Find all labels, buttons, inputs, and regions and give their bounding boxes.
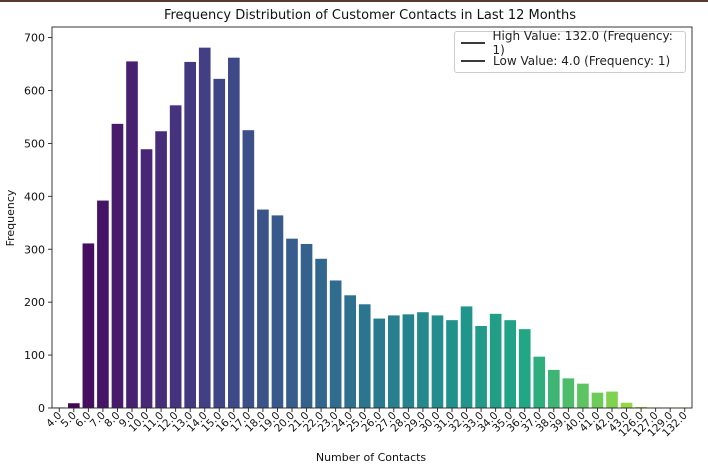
y-tick-label: 600: [24, 85, 45, 98]
bar: [388, 315, 400, 408]
bar: [504, 320, 516, 408]
bar: [431, 315, 444, 408]
bar: [155, 131, 167, 408]
y-tick-label: 500: [24, 137, 45, 150]
plot-frame: [51, 26, 693, 409]
legend-label-low: Low Value: 4.0 (Frequency: 1): [493, 54, 671, 68]
chart-title: Frequency Distribution of Customer Conta…: [164, 8, 576, 23]
bar: [68, 403, 80, 408]
bar: [606, 391, 618, 408]
y-tick-label: 0: [38, 402, 45, 415]
bar: [344, 295, 356, 408]
y-tick-label: 100: [24, 349, 45, 362]
y-tick-label: 300: [24, 243, 45, 256]
bar: [591, 392, 604, 408]
bar: [460, 306, 473, 408]
bar: [373, 318, 386, 408]
bar: [111, 123, 124, 408]
legend: High Value: 132.0 (Frequency: 1) Low Val…: [454, 29, 686, 73]
bar: [548, 369, 560, 408]
bar: [635, 406, 647, 408]
bar: [286, 238, 298, 408]
bar: [315, 258, 327, 408]
bar: [329, 280, 342, 408]
bar: [97, 200, 109, 408]
bar: [358, 304, 371, 408]
x-axis-label: Number of Contacts: [316, 451, 427, 464]
bar: [257, 209, 269, 408]
bar: [620, 402, 633, 408]
bar: [140, 149, 153, 409]
bar: [198, 47, 211, 408]
bar: [489, 313, 502, 408]
bar: [242, 130, 255, 408]
bar: [126, 61, 138, 409]
bar: [446, 320, 458, 408]
bar: [184, 61, 196, 409]
bar: [82, 243, 95, 408]
y-axis-label: Frequency: [4, 189, 17, 246]
bar: [518, 329, 531, 408]
plot-area: 01002003004005006007004.05.06.07.08.09.0…: [24, 26, 693, 439]
legend-item-low: Low Value: 4.0 (Frequency: 1): [461, 53, 670, 69]
bar: [271, 215, 284, 408]
y-tick-label: 200: [24, 296, 45, 309]
legend-line-icon: [461, 60, 485, 62]
y-tick-label: 700: [24, 32, 45, 45]
bar: [562, 378, 575, 408]
bar: [417, 312, 429, 408]
bar: [228, 57, 240, 408]
bar: [169, 105, 182, 408]
y-tick-label: 400: [24, 190, 45, 203]
bar: [533, 356, 546, 408]
bar: [577, 383, 589, 408]
legend-item-high: High Value: 132.0 (Frequency: 1): [461, 29, 685, 57]
bar: [475, 325, 487, 408]
bar: [402, 314, 415, 408]
legend-line-icon: [461, 42, 485, 44]
legend-label-high: High Value: 132.0 (Frequency: 1): [492, 29, 673, 57]
bar: [213, 78, 226, 409]
bar: [300, 243, 313, 408]
top-border: [0, 0, 708, 2]
